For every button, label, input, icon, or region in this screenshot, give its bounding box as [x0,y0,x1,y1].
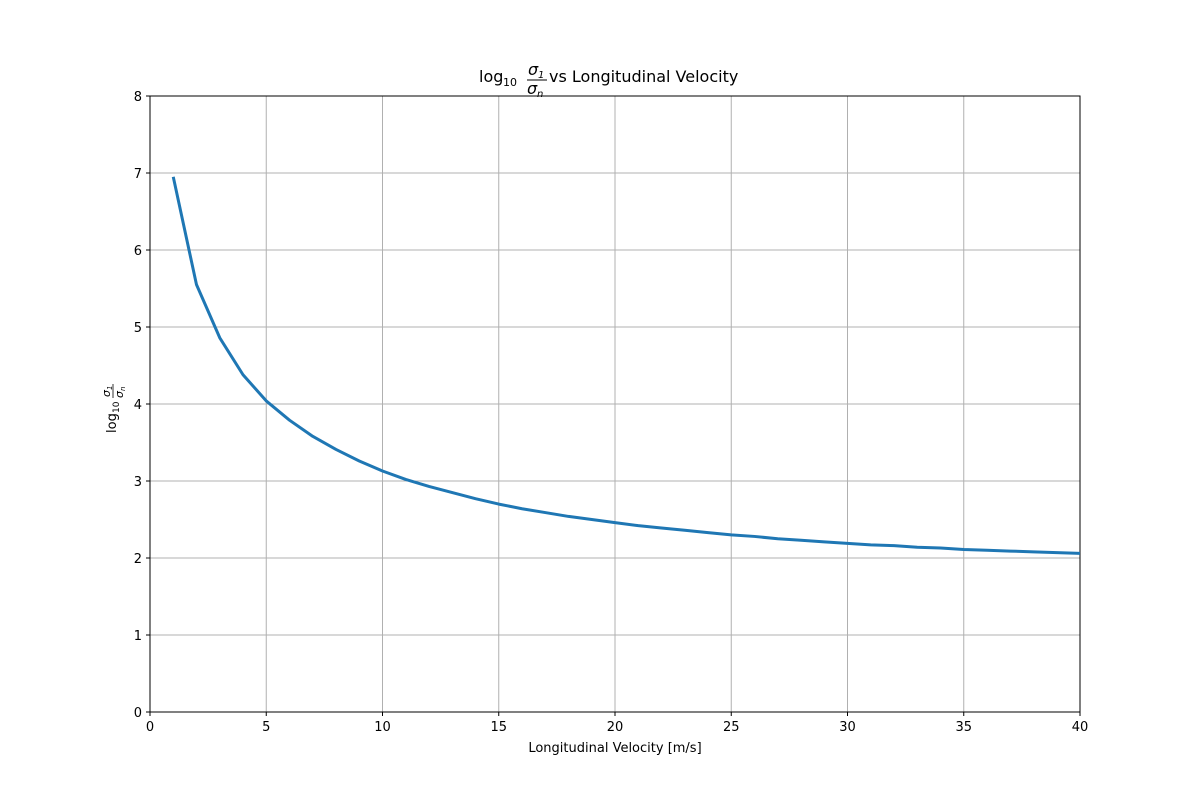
chart-title: log 10 σ 1 σ n vs Longitudinal Velocity [479,60,738,100]
x-tick-label: 5 [262,720,270,735]
x-tick-label: 35 [955,720,972,735]
x-axis-ticks: 0 5 10 15 20 25 30 35 40 [146,712,1088,735]
y-tick-label: 2 [134,552,142,567]
x-tick-label: 40 [1072,720,1089,735]
y-label-log-base: 10 [112,401,122,413]
series-layer [171,176,1081,555]
y-tick-label: 7 [134,167,142,182]
title-sigma-den: σ [527,79,538,98]
x-tick-label: 15 [490,720,507,735]
y-tick-label: 3 [134,475,142,490]
x-tick-label: 10 [374,720,391,735]
series-line [171,176,1081,555]
title-log-base: 10 [503,76,517,89]
y-label-sigma-den: σ [113,390,126,398]
y-tick-label: 1 [134,629,142,644]
y-axis-ticks: 0 1 2 3 4 5 6 7 8 [134,90,150,721]
y-label-sigma-den-sub: n [119,387,127,391]
grid [149,95,1081,713]
y-axis-label: log 10 σ 1 σ n [100,384,127,433]
title-log: log [479,67,503,86]
y-label-sigma-num-sub: 1 [106,386,114,390]
title-sigma-num: σ [528,60,539,79]
y-tick-label: 6 [134,244,142,259]
title-suffix: vs Longitudinal Velocity [549,67,738,86]
x-axis-label: Longitudinal Velocity [m/s] [528,741,701,756]
x-tick-label: 0 [146,720,154,735]
y-tick-label: 8 [134,90,142,105]
title-sigma-den-sub: n [537,89,543,100]
y-tick-label: 0 [134,706,142,721]
y-tick-label: 4 [134,398,142,413]
x-tick-label: 20 [607,720,624,735]
title-sigma-num-sub: 1 [538,70,544,81]
y-tick-label: 5 [134,321,142,336]
x-tick-label: 30 [839,720,856,735]
x-tick-label: 25 [723,720,740,735]
y-label-sigma-num: σ [100,389,113,397]
y-label-log: log [105,413,120,433]
